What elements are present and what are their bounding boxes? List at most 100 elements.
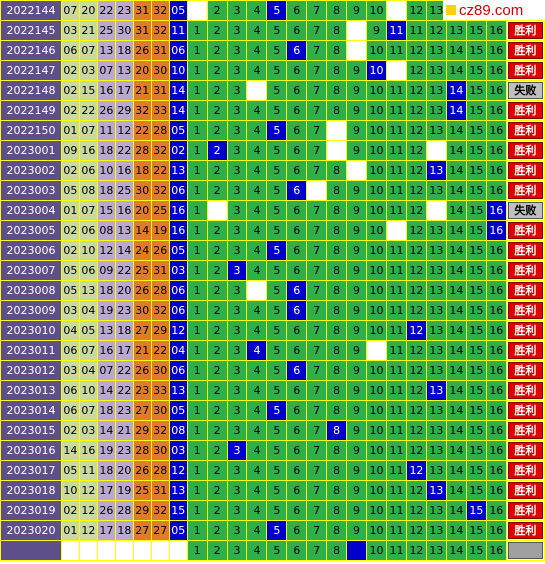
number-cell: 7: [306, 500, 328, 521]
empty-cell: [150, 540, 170, 561]
number-cell: 16: [485, 40, 507, 61]
red-ball-cell: 23: [114, 400, 134, 421]
number-cell: 13: [425, 440, 447, 461]
number-cell: 16: [485, 340, 507, 361]
red-ball-cell: 20: [132, 60, 152, 81]
number-cell: 16: [485, 180, 507, 201]
number-cell: 3: [226, 520, 248, 541]
number-cell: 8: [326, 320, 348, 341]
number-cell: 14: [445, 360, 467, 381]
number-cell: 1: [186, 460, 208, 481]
number-cell: 15: [465, 220, 487, 241]
number-cell: 3: [226, 40, 248, 61]
number-cell: 1: [186, 80, 208, 101]
result-cell: 胜利: [505, 460, 545, 481]
number-cell: 2: [206, 120, 228, 141]
number-cell: 16: [485, 360, 507, 381]
number-cell: 8: [326, 480, 348, 501]
blue-ball-cell: 05: [168, 120, 188, 141]
number-cell: 14: [445, 60, 467, 81]
red-ball-cell: 02: [60, 240, 80, 261]
number-cell: 14: [445, 460, 467, 481]
red-ball-cell: 09: [96, 260, 116, 281]
red-ball-cell: 29: [132, 500, 152, 521]
empty-cell: [246, 280, 268, 301]
period-cell: 2023016: [0, 440, 62, 461]
number-cell: 3: [226, 200, 248, 221]
number-cell: 1: [186, 440, 208, 461]
number-cell: 16: [485, 140, 507, 161]
hit-cell: 8: [326, 420, 348, 441]
number-cell: 15: [465, 200, 487, 221]
red-ball-cell: 29: [132, 420, 152, 441]
red-ball-cell: 18: [96, 140, 116, 161]
number-cell: 16: [485, 120, 507, 141]
blue-ball-cell: 15: [168, 500, 188, 521]
number-cell: 4: [246, 460, 268, 481]
red-ball-cell: 28: [132, 140, 152, 161]
red-ball-cell: 08: [96, 220, 116, 241]
red-ball-cell: 06: [78, 220, 98, 241]
red-ball-cell: 16: [96, 80, 116, 101]
number-cell: 15: [465, 40, 487, 61]
empty-cell: [346, 40, 368, 61]
number-cell: 5: [266, 220, 288, 241]
number-cell: 4: [246, 0, 268, 21]
red-ball-cell: 18: [114, 40, 134, 61]
red-ball-cell: 19: [96, 300, 116, 321]
table-row: 2023009 03 04 19 23 30 32 06 1 2 3 4 5 6 7 8 9 10 11 12 13 14…: [0, 300, 545, 321]
number-cell: 8: [326, 260, 348, 281]
empty-cell: [168, 540, 188, 561]
win-badge: 胜利: [507, 262, 543, 279]
number-cell: 4: [246, 420, 268, 441]
number-cell: 10: [366, 320, 387, 341]
number-cell: 11: [385, 280, 407, 301]
number-cell: 1: [186, 220, 208, 241]
number-cell: 11: [405, 20, 427, 41]
period-cell: 2023018: [0, 480, 62, 501]
table-row: 2022148 02 15 16 17 21 31 14 1 2 3 5 6 7 8 9 10 11 12 13 14 1…: [0, 80, 545, 101]
result-cell: 失败: [505, 200, 545, 221]
blue-ball-cell: 05: [168, 520, 188, 541]
red-ball-cell: 20: [132, 200, 152, 221]
red-ball-cell: 18: [96, 400, 116, 421]
number-cell: 15: [465, 460, 487, 481]
number-cell: 12: [405, 40, 427, 61]
red-ball-cell: 20: [78, 0, 98, 21]
number-cell: 8: [326, 200, 348, 221]
empty-cell: [326, 140, 348, 161]
number-cell: 12: [405, 380, 427, 401]
number-cell: 5: [266, 440, 288, 461]
red-ball-cell: 20: [114, 460, 134, 481]
result-cell: 胜利: [505, 340, 545, 361]
number-cell: 14: [445, 300, 467, 321]
number-cell: 15: [465, 380, 487, 401]
number-cell: 9: [346, 420, 368, 441]
number-cell: 16: [485, 540, 507, 561]
hit-cell: 13: [425, 380, 447, 401]
red-ball-cell: 04: [78, 360, 98, 381]
number-cell: 8: [326, 0, 348, 21]
blue-ball-cell: 04: [168, 340, 188, 361]
result-cell: 胜利: [505, 360, 545, 381]
red-ball-cell: 32: [150, 420, 170, 441]
red-ball-cell: 13: [114, 220, 134, 241]
number-cell: 10: [366, 200, 387, 221]
red-ball-cell: 25: [132, 260, 152, 281]
blue-ball-cell: 10: [168, 60, 188, 81]
empty-cell: [114, 540, 134, 561]
number-cell: 2: [206, 100, 228, 121]
number-cell: 16: [485, 280, 507, 301]
number-cell: 4: [246, 160, 268, 181]
number-cell: 4: [246, 440, 268, 461]
number-cell: 2: [206, 460, 228, 481]
red-ball-cell: 11: [96, 120, 116, 141]
red-ball-cell: 06: [60, 380, 80, 401]
hit-cell: 5: [266, 520, 288, 541]
number-cell: 7: [306, 380, 328, 401]
red-ball-cell: 14: [114, 240, 134, 261]
number-cell: 3: [226, 500, 248, 521]
number-cell: 2: [206, 0, 228, 21]
win-badge: 胜利: [507, 442, 543, 459]
number-cell: 16: [485, 480, 507, 501]
